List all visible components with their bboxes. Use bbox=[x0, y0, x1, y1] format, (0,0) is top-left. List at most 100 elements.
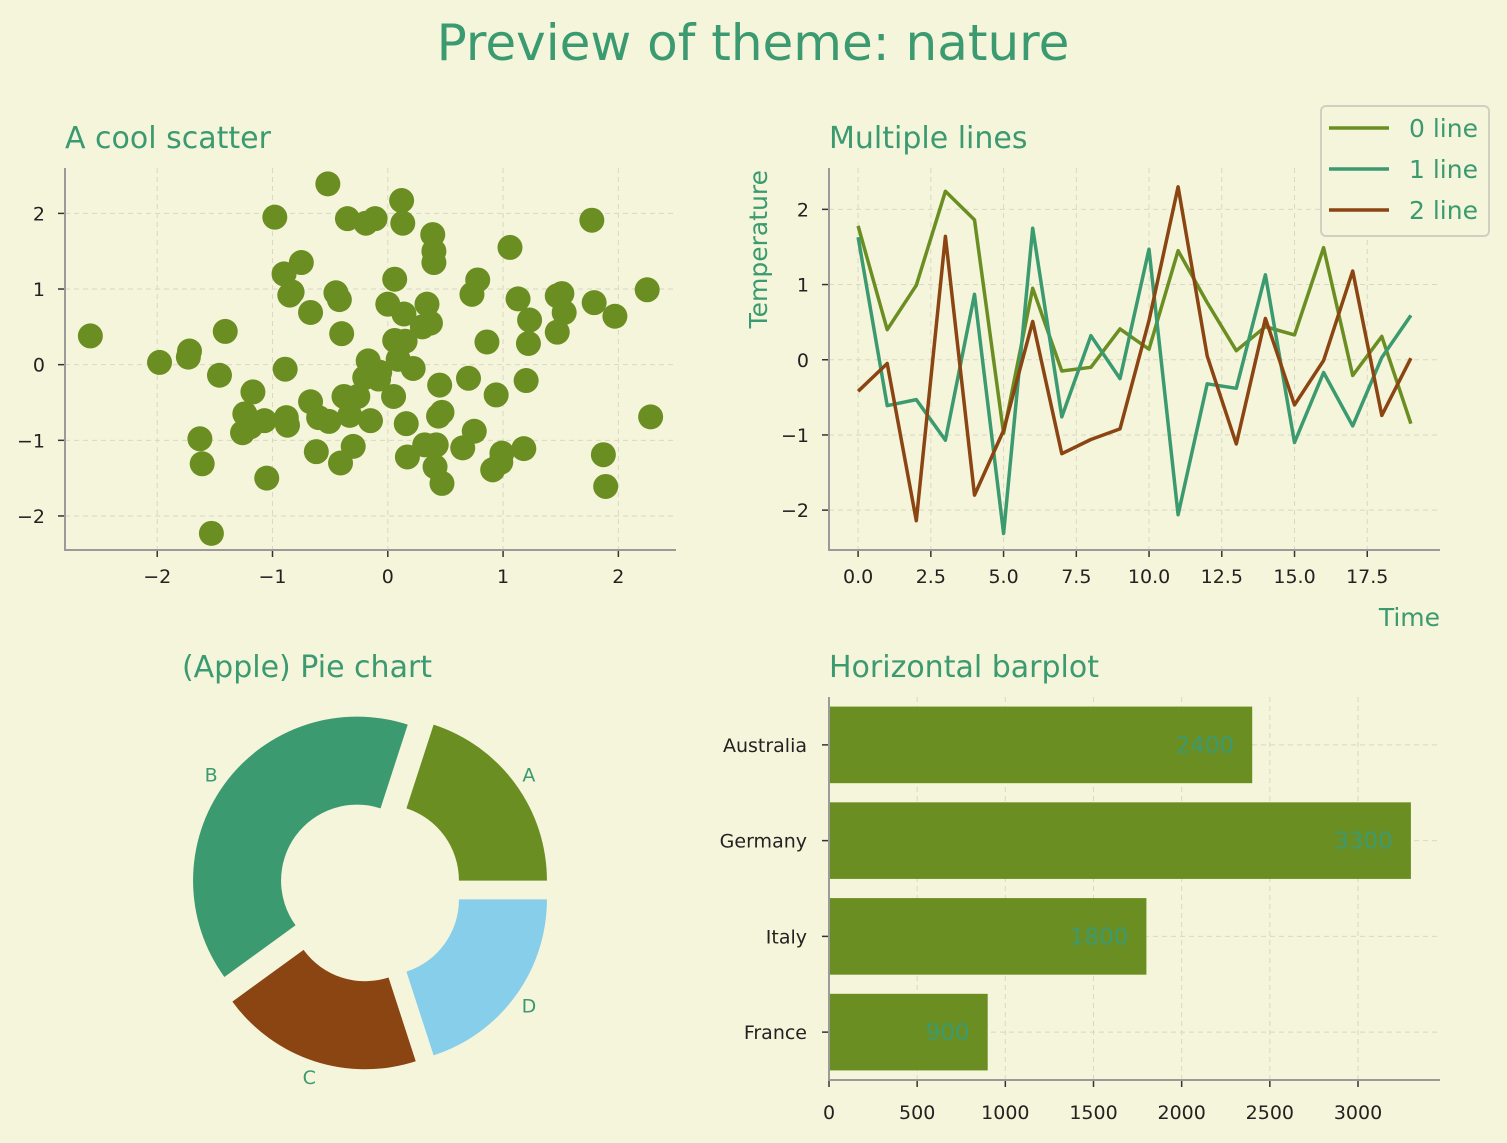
bar-value-label: 1800 bbox=[1070, 924, 1129, 950]
scatter-point bbox=[590, 442, 616, 468]
scatter-point bbox=[382, 266, 408, 292]
scatter-point bbox=[417, 310, 443, 336]
scatter-point bbox=[549, 281, 575, 307]
scatter-xtick-label: −1 bbox=[259, 566, 287, 588]
line-xtick-label: 12.5 bbox=[1201, 566, 1243, 588]
scatter-ytick-label: 0 bbox=[33, 355, 45, 377]
scatter-point bbox=[634, 277, 660, 303]
line-series bbox=[856, 189, 1413, 436]
scatter-panel: A cool scatter −2 −1 0 1 2 −2 −1 0 1 2 bbox=[17, 121, 676, 588]
scatter-point bbox=[489, 440, 515, 466]
pie-slice bbox=[406, 724, 547, 881]
scatter-point bbox=[421, 250, 447, 276]
bar-xtick-label: 2000 bbox=[1157, 1102, 1205, 1124]
pie-slice bbox=[193, 716, 408, 977]
scatter-point bbox=[303, 439, 329, 465]
scatter-point bbox=[187, 426, 213, 452]
scatter-point bbox=[515, 330, 541, 356]
scatter-point bbox=[517, 307, 543, 333]
scatter-point bbox=[272, 356, 298, 382]
bar-rect bbox=[829, 898, 1147, 975]
scatter-point bbox=[358, 408, 383, 434]
pie-slice-label: A bbox=[522, 765, 535, 787]
scatter-point bbox=[362, 206, 388, 232]
scatter-point bbox=[429, 399, 455, 425]
scatter-point bbox=[206, 362, 232, 388]
scatter-point bbox=[274, 412, 300, 438]
scatter-point bbox=[254, 465, 280, 491]
scatter-point bbox=[602, 303, 628, 329]
bar-rect bbox=[829, 802, 1411, 879]
scatter-point bbox=[497, 234, 523, 260]
scatter-point bbox=[423, 432, 449, 458]
bar-xtick-label: 1000 bbox=[981, 1102, 1029, 1124]
scatter-point bbox=[511, 436, 537, 462]
pie-panel: (Apple) Pie chart A B C D bbox=[182, 650, 547, 1089]
scatter-point bbox=[393, 411, 419, 437]
scatter-point bbox=[189, 451, 215, 477]
line-legend-label: 2 line bbox=[1409, 196, 1478, 225]
line-xlabel: Time bbox=[1378, 603, 1440, 632]
scatter-point bbox=[198, 520, 224, 546]
line-ytick-label: −2 bbox=[781, 500, 809, 522]
scatter-point bbox=[483, 382, 509, 408]
bar-value-label: 900 bbox=[926, 1020, 970, 1046]
scatter-point bbox=[240, 379, 266, 405]
line-ytick-label: 2 bbox=[797, 199, 809, 221]
scatter-point bbox=[326, 287, 352, 313]
pie-title: (Apple) Pie chart bbox=[182, 650, 432, 685]
scatter-point bbox=[414, 291, 440, 317]
bar-category-label: Australia bbox=[723, 735, 807, 757]
scatter-xtick-label: 1 bbox=[497, 566, 509, 588]
scatter-point bbox=[638, 404, 664, 430]
scatter-point bbox=[77, 323, 103, 349]
line-ylabel: Temperature bbox=[744, 170, 773, 329]
line-panel: Multiple lines Time Temperature 0.0 2.5 5.… bbox=[744, 105, 1490, 632]
scatter-point bbox=[251, 408, 277, 434]
line-legend-label: 0 line bbox=[1409, 114, 1478, 143]
line-xtick-label: 2.5 bbox=[916, 566, 946, 588]
scatter-point bbox=[461, 418, 487, 444]
bar-rect bbox=[829, 993, 988, 1071]
bar-category-label: Italy bbox=[766, 926, 807, 948]
scatter-ytick-label: 1 bbox=[33, 279, 45, 301]
pie-slice-label: B bbox=[205, 765, 218, 787]
scatter-ytick-label: −1 bbox=[17, 430, 45, 452]
bar-xtick-label: 1500 bbox=[1069, 1102, 1117, 1124]
scatter-point bbox=[391, 301, 417, 327]
line-series bbox=[856, 226, 1413, 536]
scatter-point bbox=[505, 286, 531, 312]
scatter-point bbox=[392, 328, 418, 354]
bar-rect bbox=[829, 706, 1253, 784]
bar-value-label: 2400 bbox=[1176, 733, 1235, 759]
line-xtick-label: 15.0 bbox=[1273, 566, 1315, 588]
scatter-point bbox=[337, 402, 363, 428]
scatter-point bbox=[315, 171, 341, 197]
bar-xtick-label: 0 bbox=[823, 1102, 835, 1124]
scatter-point bbox=[544, 319, 570, 345]
scatter-point bbox=[381, 383, 407, 409]
scatter-ytick-label: 2 bbox=[33, 203, 45, 225]
scatter-point bbox=[455, 365, 481, 391]
scatter-xtick-label: −2 bbox=[143, 566, 171, 588]
pie-slice bbox=[406, 899, 547, 1056]
scatter-point bbox=[593, 473, 619, 499]
figure-suptitle: Preview of theme: nature bbox=[437, 14, 1070, 72]
scatter-point bbox=[298, 299, 324, 325]
line-legend-box bbox=[1320, 105, 1490, 237]
scatter-point bbox=[262, 204, 288, 230]
scatter-point bbox=[390, 210, 416, 236]
scatter-point bbox=[429, 470, 455, 496]
scatter-point bbox=[367, 359, 393, 385]
bar-category-label: France bbox=[744, 1022, 807, 1044]
scatter-title: A cool scatter bbox=[65, 121, 272, 156]
scatter-point bbox=[288, 250, 314, 276]
line-xtick-label: 0.0 bbox=[843, 566, 873, 588]
bar-xtick-label: 3000 bbox=[1334, 1102, 1382, 1124]
line-series bbox=[856, 185, 1413, 523]
scatter-axes-spine bbox=[64, 168, 676, 551]
scatter-point bbox=[579, 207, 605, 233]
line-ytick-label: −1 bbox=[781, 425, 809, 447]
line-ytick-label: 1 bbox=[797, 275, 809, 297]
